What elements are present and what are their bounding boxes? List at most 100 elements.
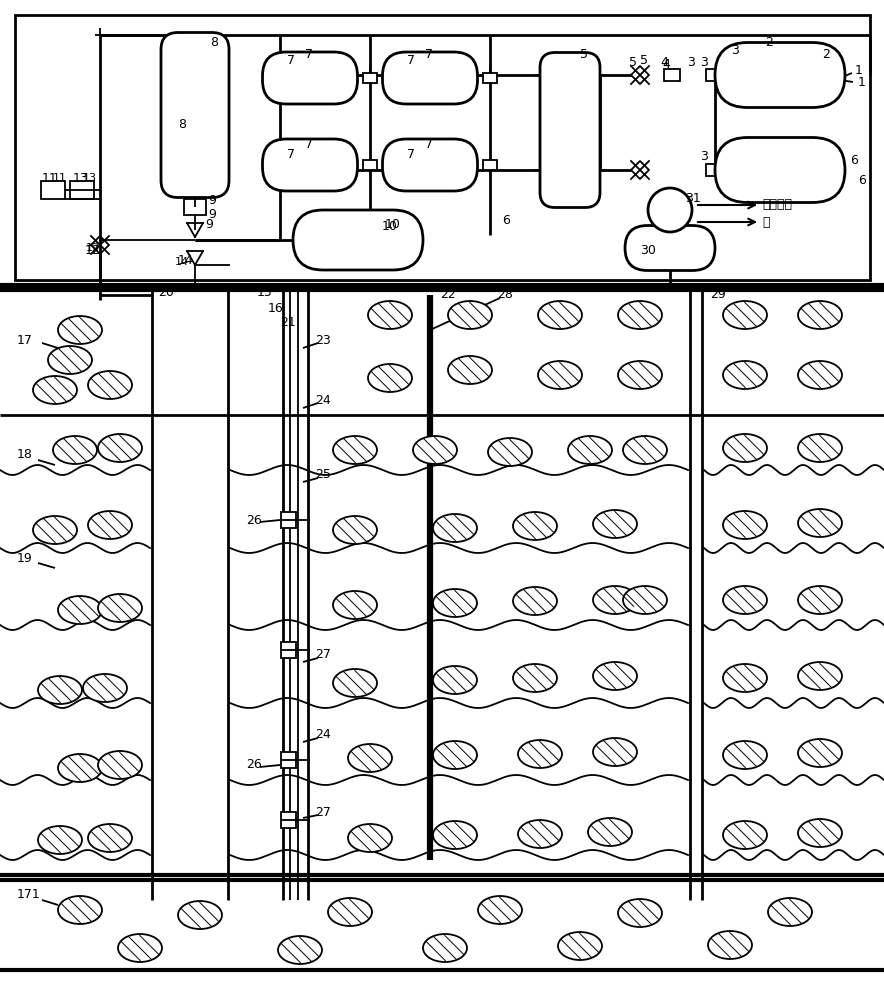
Ellipse shape: [433, 514, 477, 542]
Text: 19: 19: [17, 552, 33, 564]
Text: 7: 7: [305, 138, 313, 151]
Bar: [281, 512, 296, 528]
Text: 20: 20: [158, 286, 174, 300]
Ellipse shape: [433, 589, 477, 617]
Text: 7: 7: [287, 53, 295, 66]
Ellipse shape: [513, 664, 557, 692]
Text: 6: 6: [502, 214, 510, 227]
Text: 14: 14: [178, 253, 194, 266]
Text: 4: 4: [662, 57, 670, 70]
Ellipse shape: [588, 818, 632, 846]
Text: 24: 24: [315, 393, 331, 406]
Ellipse shape: [448, 356, 492, 384]
Ellipse shape: [433, 821, 477, 849]
Ellipse shape: [518, 740, 562, 768]
Text: 9: 9: [205, 219, 213, 232]
Ellipse shape: [98, 434, 142, 462]
Text: 3: 3: [731, 43, 739, 56]
Text: 17: 17: [17, 334, 33, 347]
Text: 11: 11: [42, 172, 57, 184]
Text: 171: 171: [17, 888, 41, 902]
Bar: [281, 642, 296, 658]
Text: 10: 10: [382, 220, 398, 232]
Ellipse shape: [98, 594, 142, 622]
Ellipse shape: [723, 664, 767, 692]
Ellipse shape: [798, 739, 842, 767]
Ellipse shape: [38, 826, 82, 854]
Bar: [184, 199, 206, 215]
Ellipse shape: [593, 510, 637, 538]
Ellipse shape: [88, 824, 132, 852]
Text: 23: 23: [315, 334, 331, 347]
Ellipse shape: [723, 741, 767, 769]
Ellipse shape: [618, 301, 662, 329]
Ellipse shape: [423, 934, 467, 962]
Ellipse shape: [488, 438, 532, 466]
FancyBboxPatch shape: [625, 226, 715, 270]
Bar: [483, 160, 497, 170]
Text: 26: 26: [246, 758, 262, 772]
FancyBboxPatch shape: [540, 52, 600, 208]
Text: 15: 15: [257, 286, 273, 300]
Text: 13: 13: [73, 172, 88, 184]
Ellipse shape: [53, 436, 97, 464]
Ellipse shape: [33, 376, 77, 404]
Ellipse shape: [723, 511, 767, 539]
Text: 11: 11: [53, 173, 67, 183]
Text: 1: 1: [855, 64, 863, 77]
Ellipse shape: [118, 934, 162, 962]
Text: 7: 7: [407, 148, 415, 161]
Ellipse shape: [178, 901, 222, 929]
Ellipse shape: [513, 512, 557, 540]
Ellipse shape: [513, 587, 557, 615]
Text: 12: 12: [85, 243, 101, 256]
Text: 7: 7: [425, 138, 433, 151]
Ellipse shape: [478, 896, 522, 924]
Ellipse shape: [333, 669, 377, 697]
Ellipse shape: [368, 364, 412, 392]
Ellipse shape: [723, 361, 767, 389]
Ellipse shape: [58, 316, 102, 344]
Text: 27: 27: [315, 648, 331, 662]
Bar: [706, 69, 724, 81]
Ellipse shape: [88, 511, 132, 539]
Ellipse shape: [538, 301, 582, 329]
Ellipse shape: [768, 898, 812, 926]
Text: 24: 24: [315, 728, 331, 742]
Text: 5: 5: [640, 53, 648, 66]
Ellipse shape: [448, 301, 492, 329]
Text: 27: 27: [315, 806, 331, 818]
FancyBboxPatch shape: [161, 32, 229, 198]
Ellipse shape: [33, 516, 77, 544]
Text: 14: 14: [175, 257, 189, 267]
Ellipse shape: [623, 586, 667, 614]
FancyBboxPatch shape: [383, 52, 477, 104]
Ellipse shape: [333, 436, 377, 464]
Ellipse shape: [433, 741, 477, 769]
Ellipse shape: [798, 434, 842, 462]
Ellipse shape: [413, 436, 457, 464]
Text: 8: 8: [210, 35, 218, 48]
Ellipse shape: [568, 436, 612, 464]
FancyBboxPatch shape: [263, 52, 357, 104]
Text: 7: 7: [305, 48, 313, 62]
Ellipse shape: [333, 516, 377, 544]
Ellipse shape: [368, 301, 412, 329]
Text: 7: 7: [425, 48, 433, 62]
Ellipse shape: [618, 899, 662, 927]
Ellipse shape: [798, 301, 842, 329]
Text: 8: 8: [178, 118, 186, 131]
Bar: [706, 164, 724, 176]
Bar: [363, 160, 377, 170]
Ellipse shape: [623, 436, 667, 464]
Text: 7: 7: [287, 148, 295, 161]
Text: 22: 22: [440, 288, 456, 302]
Text: 29: 29: [710, 288, 726, 302]
Ellipse shape: [433, 666, 477, 694]
Bar: [483, 73, 497, 83]
Text: 18: 18: [17, 448, 33, 462]
Bar: [281, 812, 296, 828]
Text: 氮气回收: 氮气回收: [762, 198, 792, 212]
FancyBboxPatch shape: [715, 42, 845, 107]
Ellipse shape: [593, 662, 637, 690]
